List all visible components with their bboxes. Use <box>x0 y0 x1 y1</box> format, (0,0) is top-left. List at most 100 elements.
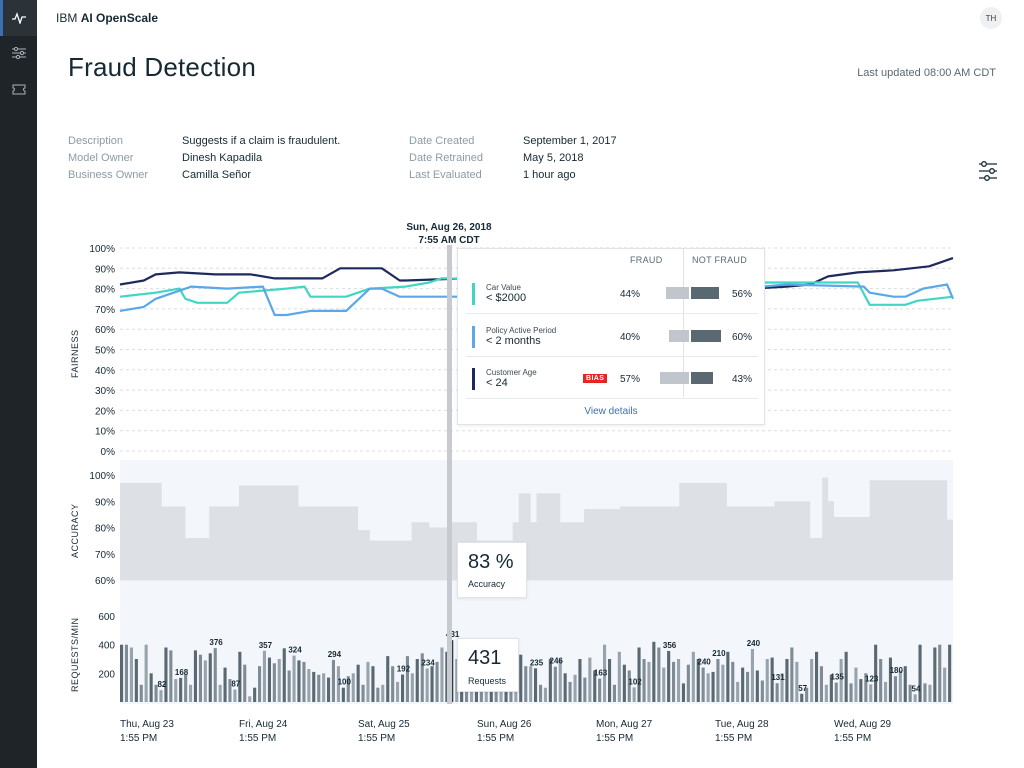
requests-bar <box>203 660 207 702</box>
fairness-ticks: 0% 10% 20% 30% 40% 50% 60% 70% 80% 90% 100% <box>89 244 115 458</box>
fairness-row-car-value[interactable]: Car Value < $2000 44% 56% <box>466 272 758 314</box>
requests-bar <box>672 661 676 702</box>
requests-bar <box>189 684 193 702</box>
requests-bar <box>307 669 311 702</box>
requests-bar <box>198 654 202 702</box>
requests-bar <box>888 657 892 702</box>
x-tick-time: 1:55 PM <box>239 733 276 744</box>
requests-bar-label: 357 <box>259 641 273 650</box>
requests-bar <box>164 647 168 702</box>
requests-bar <box>686 664 690 702</box>
x-tick-day: Fri, Aug 24 <box>239 719 288 730</box>
user-initials: TH <box>985 13 997 23</box>
page-title: Fraud Detection <box>68 52 256 82</box>
requests-bar <box>440 647 444 702</box>
requests-bar <box>785 659 789 702</box>
requests-bar <box>401 674 405 702</box>
requests-bar-label: 100 <box>338 678 352 687</box>
settings-sliders-button[interactable] <box>978 160 998 182</box>
series-swatch <box>472 368 475 390</box>
requests-bar <box>361 684 365 702</box>
requests-bar <box>386 656 390 702</box>
requests-bar <box>435 661 439 702</box>
requests-bar <box>637 647 641 702</box>
fairness-row-policy-active-period[interactable]: Policy Active Period < 2 months 40% 60% <box>466 315 758 357</box>
requests-bar <box>716 659 720 702</box>
requests-bar-label: 54 <box>912 684 921 693</box>
requests-bar <box>548 659 552 702</box>
hover-cursor-line[interactable] <box>447 245 452 704</box>
info-label: Business Owner <box>68 169 149 181</box>
info-value: May 5, 2018 <box>523 152 584 164</box>
info-row-date-created: Date Created September 1, 2017 <box>409 133 617 150</box>
requests-bar <box>405 656 409 702</box>
requests-bar <box>243 664 247 702</box>
requests-bar <box>810 659 814 702</box>
requests-bar <box>169 650 173 702</box>
requests-bar <box>213 648 217 702</box>
fairness-tick-label: 90% <box>95 264 115 275</box>
view-details-link[interactable]: View details <box>584 406 638 417</box>
requests-bar <box>223 667 227 702</box>
requests-bar <box>563 673 567 702</box>
requests-bar-labels: 82 168 376 87 357 324 294 100 192 234 431 235 246 163… <box>157 630 921 693</box>
user-avatar[interactable]: TH <box>980 7 1002 29</box>
info-label: Date Created <box>409 135 475 147</box>
requests-bar <box>287 670 291 702</box>
requests-bar <box>726 651 730 702</box>
requests-bar <box>864 673 868 702</box>
requests-bar <box>193 650 197 702</box>
nav-item-monitor[interactable] <box>0 0 37 36</box>
nav-item-tickets[interactable] <box>0 71 37 107</box>
requests-bar <box>543 687 547 702</box>
fraud-bar <box>660 372 689 384</box>
feature-value: < 24 <box>486 377 508 389</box>
fraud-percent: 57% <box>619 374 640 385</box>
x-tick-time: 1:55 PM <box>477 733 514 744</box>
accuracy-tick-label: 60% <box>95 576 115 587</box>
nav-item-configure[interactable] <box>0 35 37 71</box>
requests-bar-label: 131 <box>771 673 785 682</box>
requests-bar <box>652 641 656 702</box>
x-tick-day: Thu, Aug 23 <box>120 719 174 730</box>
requests-bar <box>612 684 616 702</box>
requests-bar <box>228 679 232 702</box>
requests-bar <box>824 684 828 702</box>
requests-label: Requests <box>468 676 507 686</box>
requests-bar <box>731 661 735 702</box>
requests-bar <box>267 657 271 702</box>
requests-bar-label: 234 <box>421 659 435 668</box>
sliders-icon <box>979 161 997 181</box>
requests-bar <box>834 682 838 702</box>
requests-bar <box>484 686 488 702</box>
requests-bar <box>701 667 705 702</box>
requests-bar <box>913 694 917 702</box>
app-brand[interactable]: IBM AI OpenScale <box>56 11 158 25</box>
x-tick-time: 1:55 PM <box>596 733 633 744</box>
fairness-tick-label: 80% <box>95 285 115 296</box>
requests-bar <box>746 671 750 702</box>
fairness-row-customer-age[interactable]: Customer Age < 24 BIAS 57% 43% <box>466 357 758 399</box>
requests-bar <box>124 644 128 702</box>
hover-time: 7:55 AM CDT <box>418 235 480 246</box>
requests-bar <box>750 649 754 702</box>
requests-bar <box>262 650 266 702</box>
requests-bar <box>336 666 340 702</box>
x-tick-time: 1:55 PM <box>715 733 752 744</box>
accuracy-tick-label: 90% <box>95 497 115 508</box>
requests-bar <box>933 647 937 702</box>
requests-bar <box>396 681 400 702</box>
not-fraud-percent: 43% <box>732 374 753 385</box>
requests-bar <box>479 683 483 702</box>
requests-bar-label: 356 <box>663 641 677 650</box>
requests-bar <box>208 653 212 702</box>
info-label: Model Owner <box>68 152 134 164</box>
requests-bar <box>696 659 700 702</box>
requests-bar <box>282 648 286 703</box>
requests-bar <box>134 659 138 702</box>
requests-bar <box>839 659 843 702</box>
requests-bar <box>144 644 148 702</box>
requests-bar <box>519 654 523 702</box>
requests-bar <box>711 671 715 702</box>
requests-bar <box>524 666 528 702</box>
